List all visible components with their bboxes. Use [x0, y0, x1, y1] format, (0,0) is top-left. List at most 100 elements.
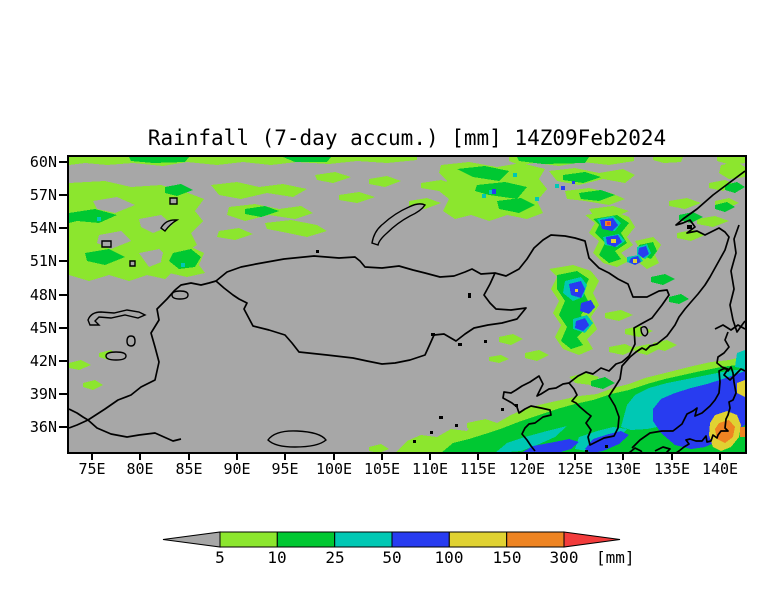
island-dot — [605, 445, 608, 448]
coastline — [69, 408, 89, 421]
rain-patch-c10 — [69, 209, 117, 223]
rain-patch-c5 — [653, 157, 683, 163]
rain-patch-c10 — [497, 198, 535, 213]
coastline — [174, 280, 217, 291]
rainfall-map-canvas — [69, 157, 745, 452]
lon-tick-label: 115E — [459, 460, 497, 478]
island-dot — [455, 424, 458, 427]
rain-patch-c10 — [725, 182, 745, 193]
lake-outline — [101, 240, 112, 248]
rain-patch-c50 — [492, 189, 496, 194]
rain-patch-c10 — [563, 172, 601, 183]
lon-tick-label: 135E — [653, 460, 691, 478]
rain-patch-c10 — [245, 206, 279, 217]
rain-patch-c10 — [85, 249, 125, 265]
rain-patch-c50 — [572, 181, 575, 184]
colorbar-level-label: 300 — [549, 548, 579, 567]
rain-patch-c5 — [489, 355, 509, 363]
lat-tick-label: 39N — [29, 385, 57, 403]
lon-tick — [91, 454, 93, 460]
lake-outline — [640, 326, 649, 337]
rain-patch-bg — [139, 215, 173, 233]
lat-tick — [59, 161, 67, 163]
colorbar-segment-c5 — [219, 531, 278, 548]
lake-outline — [160, 219, 180, 232]
rain-patch-c25 — [97, 217, 101, 221]
lon-tick — [139, 454, 141, 460]
rain-patch-c10 — [517, 157, 589, 164]
lon-tick-label: 120E — [508, 460, 546, 478]
rain-patch-c5 — [467, 420, 491, 431]
rain-patch-c5 — [677, 230, 705, 241]
lon-tick — [477, 454, 479, 460]
lat-tick — [59, 194, 67, 196]
rain-patch-c150 — [740, 427, 745, 437]
lat-tick — [59, 426, 67, 428]
rain-patch-c10 — [715, 202, 735, 212]
coastline — [631, 366, 737, 452]
lat-tick-label: 57N — [29, 186, 57, 204]
rain-patch-c10 — [651, 274, 675, 285]
rain-patch-c5 — [669, 198, 701, 209]
rain-patch-c5 — [609, 344, 637, 355]
rain-patch-c5 — [315, 172, 351, 183]
lake-outline — [169, 197, 178, 205]
island-dot — [687, 225, 692, 229]
lon-tick — [526, 454, 528, 460]
island-dot — [439, 416, 443, 419]
colorbar-level-label: 10 — [267, 548, 287, 567]
island-dot — [585, 450, 588, 452]
rain-patch-bg — [139, 249, 169, 267]
rain-patch-c5 — [499, 334, 523, 345]
coastline — [69, 289, 176, 429]
lat-tick-label: 42N — [29, 352, 57, 370]
coastline — [215, 255, 527, 365]
rain-patch-c25 — [513, 173, 517, 177]
rain-patch-c5 — [421, 442, 441, 452]
rain-patch-c5 — [369, 176, 401, 187]
rain-patch-c100 — [633, 259, 637, 263]
rain-patch-c10 — [169, 249, 201, 269]
colorbar-level-label: 5 — [215, 548, 225, 567]
coastline — [729, 224, 745, 333]
lon-tick-label: 105E — [363, 460, 401, 478]
colorbar-segment-c50 — [391, 531, 450, 548]
rain-patch-c5 — [211, 182, 307, 199]
island-dot — [413, 440, 416, 443]
rain-patch-c50 — [575, 318, 589, 331]
lat-tick-label: 54N — [29, 219, 57, 237]
rain-patch-c10 — [283, 157, 331, 162]
rain-patch-c25 — [555, 184, 559, 188]
lon-tick — [188, 454, 190, 460]
island-dot — [458, 343, 462, 346]
lon-tick-label: 125E — [556, 460, 594, 478]
rain-patch-c25 — [535, 197, 539, 201]
rain-patch-bg — [93, 197, 135, 213]
lake-outline — [105, 351, 127, 361]
island-dot — [501, 408, 504, 411]
island-dot — [316, 250, 319, 253]
rain-patch-c25 — [482, 194, 486, 198]
colorbar-below-arrow — [162, 531, 221, 548]
lon-tick-label: 75E — [78, 460, 106, 478]
lon-tick-label: 90E — [223, 460, 251, 478]
lon-tick-label: 130E — [604, 460, 642, 478]
rain-patch-c5 — [525, 350, 549, 361]
colorbar — [162, 531, 621, 548]
colorbar-segment-c10 — [276, 531, 336, 548]
coastline — [494, 234, 670, 357]
lat-tick — [59, 393, 67, 395]
rain-patch-c300 — [607, 222, 610, 225]
lake-outline — [87, 309, 147, 326]
rain-patch-c10 — [165, 184, 193, 196]
lat-tick-label: 48N — [29, 286, 57, 304]
coastline — [716, 331, 745, 381]
rain-patch-c5 — [217, 228, 253, 240]
lat-tick-label: 60N — [29, 153, 57, 171]
lon-tick — [574, 454, 576, 460]
island-dot — [430, 431, 433, 434]
rain-patch-c10 — [591, 377, 615, 389]
island-dot — [468, 293, 471, 298]
coastline — [654, 446, 671, 452]
